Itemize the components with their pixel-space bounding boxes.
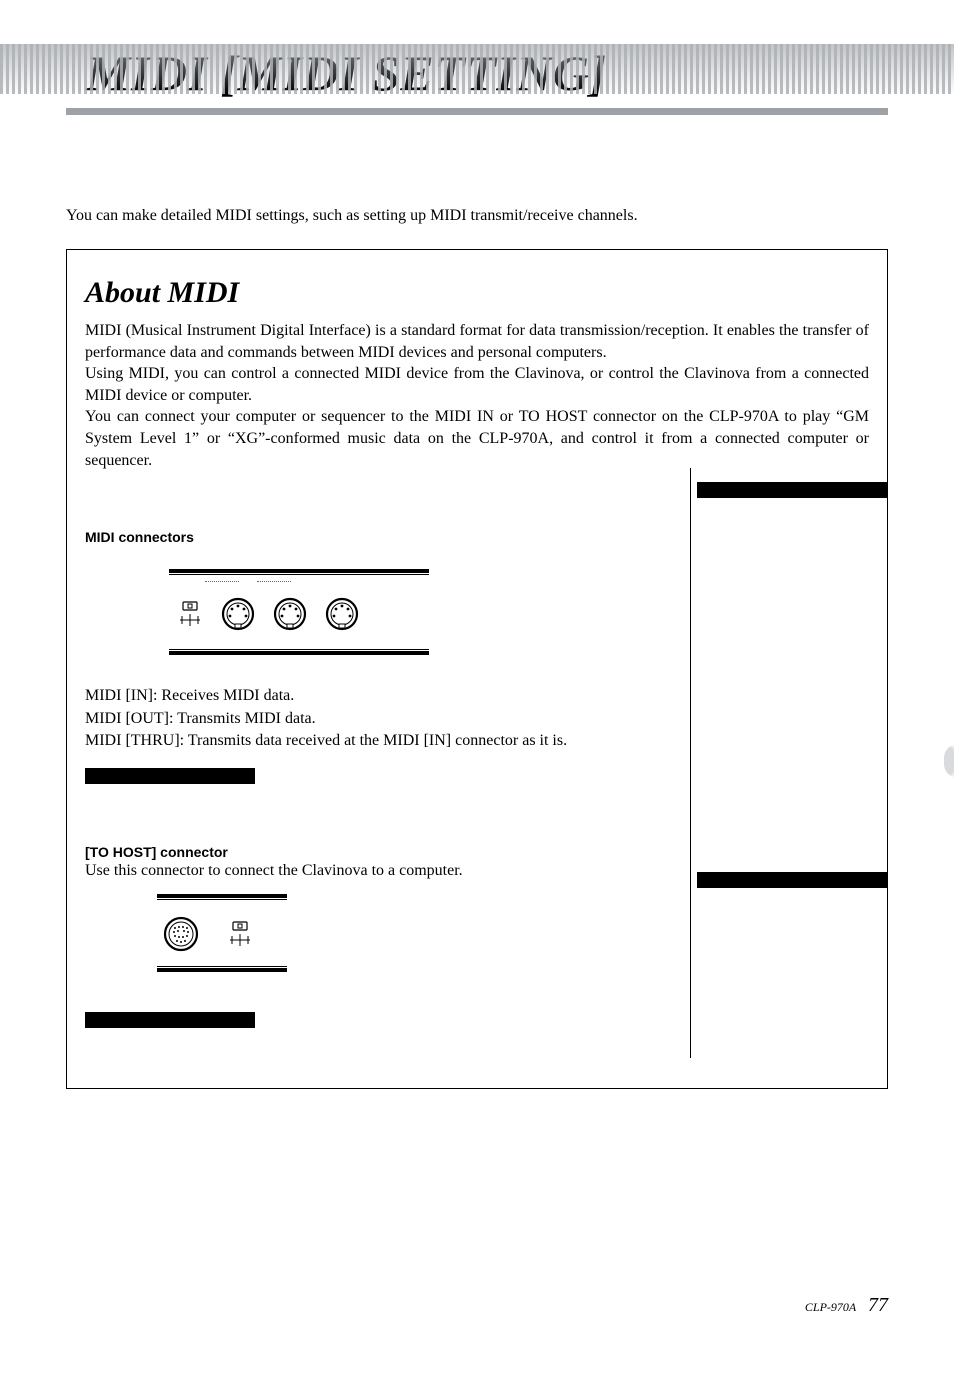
to-host-port-icon: [163, 916, 199, 952]
midi-in-icon: [325, 597, 359, 631]
figure-top-rule: [169, 569, 429, 573]
about-body: MIDI (Musical Instrument Digital Interfa…: [85, 320, 869, 471]
about-p1: MIDI (Musical Instrument Digital Interfa…: [85, 320, 869, 363]
about-p3: You can connect your computer or sequenc…: [85, 406, 869, 471]
about-box: About MIDI MIDI (Musical Instrument Digi…: [66, 249, 888, 1089]
figure-icon-row: [169, 575, 429, 649]
title-underline: [66, 108, 888, 115]
tohost-bottom-thin: [157, 966, 287, 967]
midi-out-icon: [273, 597, 307, 631]
intro-text: You can make detailed MIDI settings, suc…: [66, 207, 888, 225]
page-top-gradient: [0, 44, 954, 94]
redaction-bar-2: [85, 1012, 255, 1028]
host-select-icon: [177, 600, 203, 628]
right-column-divider: [690, 468, 691, 1058]
note-header-bar-2: [697, 872, 887, 888]
footer-page-number: 77: [868, 1294, 888, 1316]
about-p2: Using MIDI, you can control a connected …: [85, 363, 869, 406]
tohost-icon-row: [157, 900, 287, 966]
din-leader-line: [257, 581, 291, 582]
tohost-desc: Use this connector to connect the Clavin…: [85, 862, 665, 880]
about-heading: About MIDI: [85, 276, 869, 310]
tohost-section: [TO HOST] connector Use this connector t…: [85, 844, 665, 1028]
thumb-tab: [944, 744, 954, 778]
figure-bottom-rule: [169, 651, 429, 655]
note-header-bar-1: [697, 482, 887, 498]
tohost-top-rule: [157, 894, 287, 898]
midi-in-desc: MIDI [IN]: Receives MIDI data.: [85, 685, 665, 707]
figure-bottom-thin: [169, 649, 429, 650]
host-select-icon-2: [227, 920, 253, 948]
midi-connectors-heading: MIDI connectors: [85, 529, 665, 545]
midi-desc: MIDI [IN]: Receives MIDI data. MIDI [OUT…: [85, 685, 665, 752]
midi-connector-figure: [169, 569, 429, 655]
tohost-figure: [157, 894, 287, 972]
tohost-heading: [TO HOST] connector: [85, 844, 665, 860]
footer-model: CLP-970A: [805, 1300, 856, 1314]
midi-thru-icon: [221, 597, 255, 631]
midi-thru-desc: MIDI [THRU]: Transmits data received at …: [85, 730, 665, 752]
page-footer: CLP-970A 77: [805, 1294, 888, 1317]
redaction-bar-1: [85, 768, 255, 784]
din-leader-line: [205, 581, 239, 582]
tohost-bottom-rule: [157, 968, 287, 972]
midi-out-desc: MIDI [OUT]: Transmits MIDI data.: [85, 708, 665, 730]
midi-connectors-section: MIDI connectors: [85, 529, 665, 1028]
